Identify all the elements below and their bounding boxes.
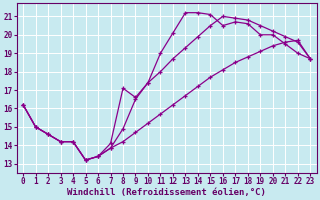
X-axis label: Windchill (Refroidissement éolien,°C): Windchill (Refroidissement éolien,°C) — [67, 188, 266, 197]
